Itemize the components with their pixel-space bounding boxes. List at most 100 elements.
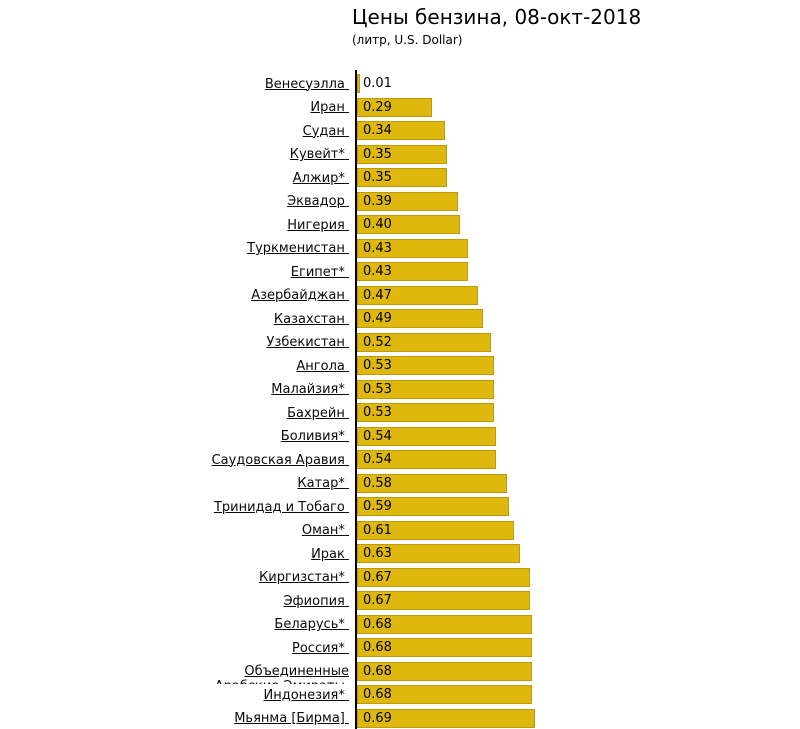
country-label-link[interactable]: Малайзия*	[271, 382, 345, 397]
chart-row: Казахстан 0.49	[0, 307, 800, 331]
country-label-link[interactable]: Саудовская Аравия	[211, 452, 345, 468]
price-value-label: 0.35	[363, 146, 392, 162]
chart-row: Эфиопия 0.67	[0, 589, 800, 613]
price-value-label: 0.47	[363, 287, 392, 303]
chart-row: Оман* 0.61	[0, 519, 800, 543]
chart-row: Туркменистан 0.43	[0, 237, 800, 261]
country-label-cell: Эквадор	[0, 190, 349, 214]
country-label-link[interactable]: Ангола	[296, 358, 345, 374]
price-value-label: 0.40	[363, 217, 392, 232]
chart-row: Ирак 0.63	[0, 542, 800, 566]
price-bar	[357, 591, 530, 610]
price-bar	[357, 309, 483, 328]
country-label-cell: Оман*	[0, 519, 349, 543]
country-label-cell: Бахрейн	[0, 401, 349, 425]
price-bar	[357, 450, 496, 469]
country-label-cell: Индонезия*	[0, 683, 349, 707]
country-label-link[interactable]: Нигерия	[287, 217, 345, 233]
country-label-cell: Венесуэлла	[0, 72, 349, 96]
chart-row: Азербайджан 0.47	[0, 284, 800, 308]
chart-row: Объединенные Арабские Эмираты 0.68	[0, 660, 800, 684]
country-label-link[interactable]: Боливия*	[280, 429, 345, 444]
y-axis-line	[355, 70, 357, 729]
country-label-cell: Катар*	[0, 472, 349, 496]
chart-row: Алжир* 0.35	[0, 166, 800, 190]
chart-row: Бахрейн 0.53	[0, 401, 800, 425]
price-bar	[357, 97, 432, 117]
country-label-cell: Казахстан	[0, 307, 349, 331]
country-label-cell: Нигерия	[0, 213, 349, 237]
price-value-label: 0.29	[363, 99, 392, 115]
country-label-link[interactable]: Эфиопия	[283, 593, 345, 609]
country-label-link[interactable]: Индонезия*	[263, 687, 345, 703]
chart-row: Киргизстан* 0.67	[0, 566, 800, 590]
chart-row: Венесуэлла 0.01	[0, 72, 800, 96]
country-label-link[interactable]: Беларусь*	[274, 617, 345, 632]
country-label-cell: Алжир*	[0, 166, 349, 190]
chart-row: Иран 0.29	[0, 96, 800, 120]
chart-row: Мьянма [Бирма] 0.69	[0, 707, 800, 729]
country-label-link[interactable]: Иран	[310, 100, 345, 115]
country-label-link[interactable]: Бахрейн	[287, 405, 345, 421]
country-label-link[interactable]: Туркменистан	[247, 241, 345, 256]
country-label-link[interactable]: Казахстан	[273, 311, 345, 327]
country-label-link[interactable]: Азербайджан	[251, 288, 345, 303]
price-value-label: 0.01	[363, 76, 392, 91]
price-bar	[357, 262, 468, 281]
price-bar	[357, 638, 532, 657]
country-label-link[interactable]: Киргизстан*	[259, 570, 345, 585]
chart-row: Саудовская Аравия 0.54	[0, 448, 800, 472]
country-label-link[interactable]: Эквадор	[287, 194, 345, 209]
country-label-cell: Азербайджан	[0, 284, 349, 308]
price-value-label: 0.54	[363, 452, 392, 467]
chart-row: Россия* 0.68	[0, 636, 800, 660]
price-value-label: 0.43	[363, 240, 392, 256]
price-value-label: 0.68	[363, 616, 392, 632]
price-bar	[357, 215, 460, 234]
country-label-link[interactable]: Тринидад и Тобаго	[213, 499, 345, 515]
country-label-cell: Малайзия*	[0, 378, 349, 402]
country-label-link[interactable]: Ирак	[311, 546, 345, 562]
country-label-cell: Иран	[0, 96, 349, 120]
chart-header: Цены бензина, 08-окт-2018 (литр, U.S. Do…	[352, 5, 641, 47]
chart-row: Кувейт* 0.35	[0, 143, 800, 167]
country-label-cell: Судан	[0, 119, 349, 143]
chart-row: Нигерия 0.40	[0, 213, 800, 237]
chart-row: Судан 0.34	[0, 119, 800, 143]
country-label-link[interactable]: Оман*	[301, 523, 345, 538]
country-label-cell: Россия*	[0, 636, 349, 660]
price-value-label: 0.63	[363, 546, 392, 561]
country-label-link[interactable]: Россия*	[292, 640, 345, 656]
country-label-link[interactable]: Алжир*	[292, 170, 345, 186]
price-value-label: 0.59	[363, 499, 392, 514]
country-label-cell: Ирак	[0, 542, 349, 566]
chart-row: Беларусь* 0.68	[0, 613, 800, 637]
price-bar	[357, 567, 530, 587]
price-value-label: 0.52	[363, 334, 392, 350]
country-label-link[interactable]: Узбекистан	[266, 335, 345, 350]
country-label-cell: Ангола	[0, 354, 349, 378]
price-value-label: 0.53	[363, 358, 392, 373]
country-label-link[interactable]: Катар*	[297, 476, 345, 491]
country-label-link[interactable]: Объединенные Арабские Эмираты	[215, 663, 349, 684]
price-value-label: 0.67	[363, 593, 392, 608]
country-label-cell: Объединенные Арабские Эмираты	[0, 660, 349, 684]
price-bar	[357, 661, 532, 681]
price-value-label: 0.35	[363, 170, 392, 185]
country-label-link[interactable]: Кувейт*	[289, 147, 345, 162]
chart-row: Египет* 0.43	[0, 260, 800, 284]
price-value-label: 0.69	[363, 710, 392, 726]
chart-row: Эквадор 0.39	[0, 190, 800, 214]
country-label-link[interactable]: Судан	[302, 123, 345, 139]
chart-row: Катар* 0.58	[0, 472, 800, 496]
country-label-link[interactable]: Египет*	[290, 264, 345, 280]
country-label-link[interactable]: Венесуэлла	[264, 76, 345, 92]
country-label-cell: Узбекистан	[0, 331, 349, 355]
country-label-cell: Киргизстан*	[0, 566, 349, 590]
price-bar	[357, 426, 496, 446]
country-label-link[interactable]: Мьянма [Бирма]	[234, 711, 345, 726]
price-bar	[357, 614, 532, 634]
price-value-label: 0.53	[363, 405, 392, 420]
